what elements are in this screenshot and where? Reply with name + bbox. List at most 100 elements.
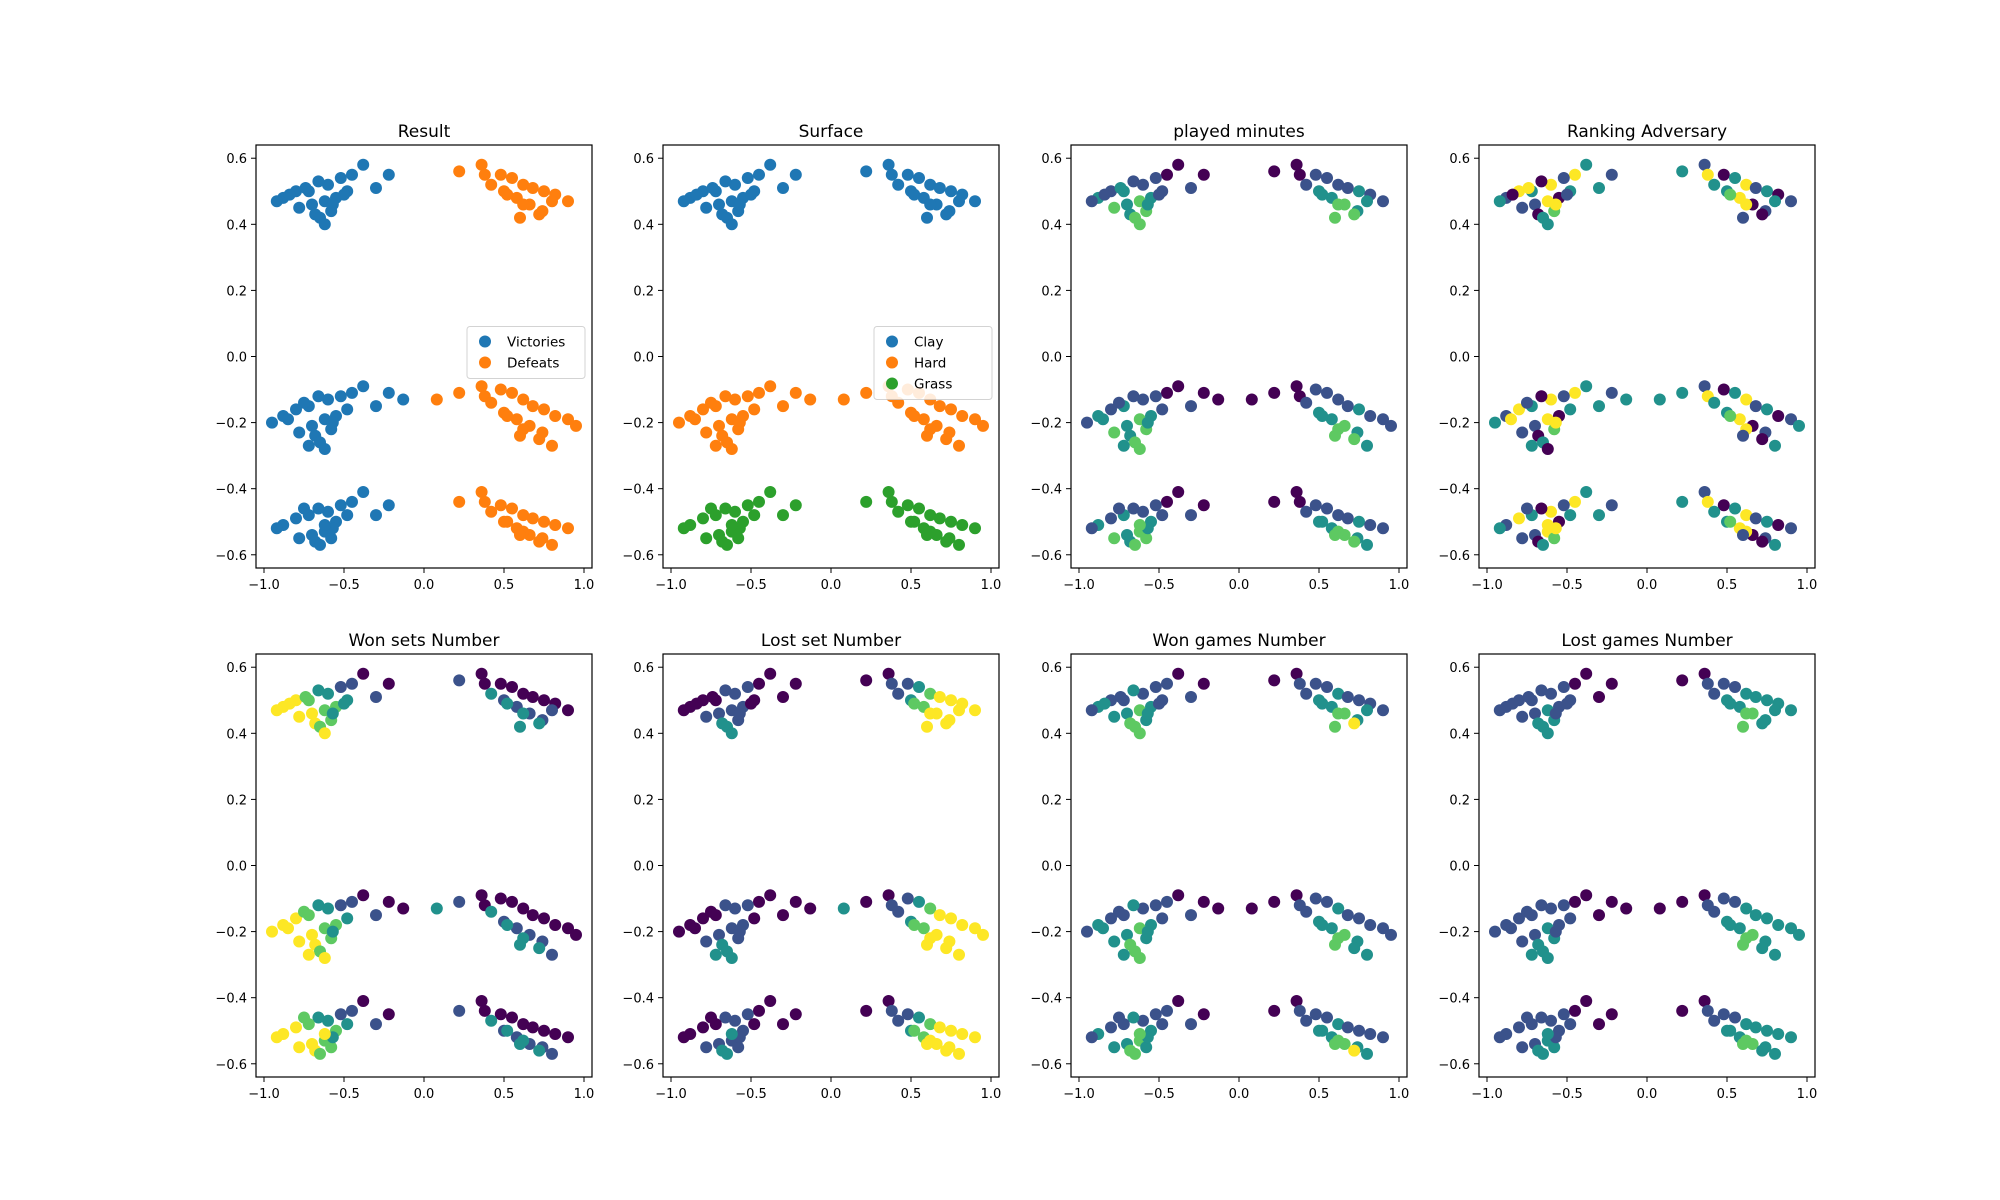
data-point xyxy=(913,172,925,184)
data-point xyxy=(721,1047,733,1060)
data-point xyxy=(1545,393,1557,406)
data-point xyxy=(334,172,347,184)
y-tick-label: 0.2 xyxy=(226,284,247,299)
data-point xyxy=(370,1018,382,1031)
data-point xyxy=(1785,1031,1797,1044)
data-point xyxy=(1361,439,1373,452)
panel-title: played minutes xyxy=(1173,122,1305,142)
data-point xyxy=(1761,185,1773,198)
data-point xyxy=(485,396,498,409)
data-point xyxy=(1561,188,1573,201)
data-point xyxy=(908,919,921,931)
data-point xyxy=(338,188,350,201)
data-point xyxy=(517,393,530,406)
data-point xyxy=(1580,158,1593,171)
data-point xyxy=(945,912,957,925)
data-point xyxy=(298,1011,310,1024)
data-point xyxy=(1605,677,1618,690)
x-tick-label: 0.5 xyxy=(1717,578,1738,593)
data-point xyxy=(1489,416,1501,429)
data-point xyxy=(1729,386,1741,399)
data-point xyxy=(1516,201,1529,214)
y-tick-label: 0.0 xyxy=(1041,351,1062,366)
data-point xyxy=(882,995,895,1007)
data-point xyxy=(1332,509,1345,522)
data-point xyxy=(729,687,741,700)
data-point xyxy=(1593,509,1605,522)
data-point xyxy=(1133,952,1146,964)
data-point xyxy=(283,697,296,710)
data-point xyxy=(953,948,965,961)
data-point xyxy=(789,386,802,399)
data-point xyxy=(538,912,550,925)
data-point xyxy=(1108,935,1121,948)
data-point xyxy=(725,1028,738,1040)
data-point xyxy=(908,188,921,201)
data-point xyxy=(322,178,334,191)
data-point xyxy=(1348,942,1361,955)
data-point xyxy=(501,515,514,528)
data-point xyxy=(719,502,732,515)
data-point xyxy=(969,413,981,426)
data-point xyxy=(494,1008,507,1021)
data-point xyxy=(334,681,347,693)
data-point xyxy=(1769,704,1781,717)
data-point xyxy=(753,495,765,508)
data-point xyxy=(1149,1008,1162,1021)
data-point xyxy=(1156,403,1169,416)
data-point xyxy=(370,509,382,522)
data-point xyxy=(689,922,701,935)
data-point xyxy=(382,499,395,512)
data-point xyxy=(1141,198,1154,211)
data-point xyxy=(1309,1008,1322,1021)
data-point xyxy=(1149,172,1162,184)
data-point xyxy=(882,158,895,171)
data-point xyxy=(1293,168,1306,181)
data-point xyxy=(860,1004,873,1017)
data-point xyxy=(908,410,921,422)
data-point xyxy=(705,396,717,409)
data-point xyxy=(913,1011,925,1024)
data-point xyxy=(1749,182,1762,194)
data-point xyxy=(1149,681,1162,693)
data-point xyxy=(1172,667,1185,680)
data-point xyxy=(1377,522,1389,535)
y-tick-label: 0.0 xyxy=(226,860,247,875)
data-point xyxy=(453,495,466,508)
data-point xyxy=(1756,433,1769,446)
data-point xyxy=(1605,168,1618,181)
x-tick-label: −1.0 xyxy=(248,1087,280,1102)
data-point xyxy=(1535,899,1548,912)
x-tick-label: −1.0 xyxy=(1471,1087,1503,1102)
data-point xyxy=(917,413,930,426)
data-point xyxy=(1676,1004,1689,1017)
data-point xyxy=(334,499,347,512)
data-point xyxy=(538,403,550,416)
data-point xyxy=(1548,1041,1561,1054)
data-point xyxy=(706,182,719,194)
y-tick-label: −0.6 xyxy=(622,1058,654,1073)
data-point xyxy=(1377,195,1389,208)
data-point xyxy=(1513,512,1525,525)
data-point xyxy=(526,400,539,413)
panel-title: Surface xyxy=(799,122,864,142)
data-point xyxy=(1353,515,1365,528)
data-point xyxy=(953,704,965,717)
data-point xyxy=(1708,905,1721,918)
data-point xyxy=(969,522,981,535)
data-point xyxy=(1113,502,1125,515)
data-point xyxy=(346,386,358,399)
data-point xyxy=(1769,948,1781,961)
data-point xyxy=(1137,1014,1149,1027)
data-point xyxy=(719,684,732,697)
data-point xyxy=(1121,707,1133,720)
data-point xyxy=(1580,380,1593,393)
legend: Victories Defeats xyxy=(466,326,586,379)
y-tick-label: 0.0 xyxy=(1449,860,1470,875)
y-tick-label: −0.2 xyxy=(622,926,654,941)
data-point xyxy=(1698,486,1711,498)
data-point xyxy=(700,426,713,439)
data-point xyxy=(514,529,526,541)
data-point xyxy=(1676,495,1689,508)
data-point xyxy=(270,522,283,535)
